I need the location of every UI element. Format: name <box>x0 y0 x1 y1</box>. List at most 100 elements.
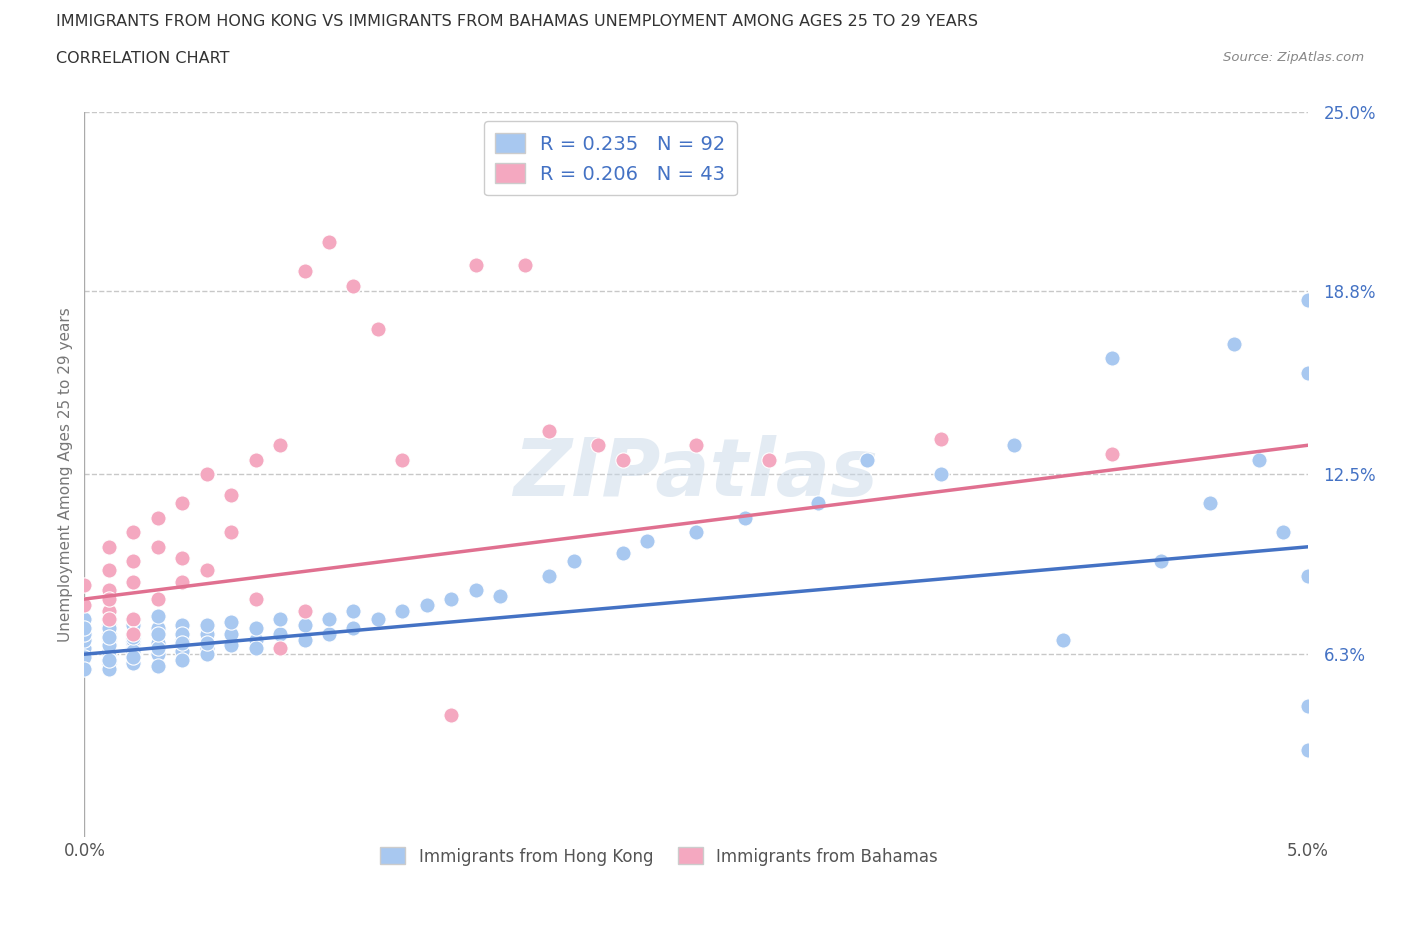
Point <box>73 650 96 665</box>
Point <box>342 278 364 293</box>
Point <box>172 644 194 658</box>
Point <box>122 635 145 650</box>
Point <box>122 612 145 627</box>
Point <box>219 638 242 653</box>
Point <box>219 627 242 642</box>
Point <box>122 650 145 665</box>
Point <box>195 641 218 656</box>
Point <box>195 618 218 632</box>
Point <box>245 452 267 467</box>
Point <box>122 630 145 644</box>
Point <box>464 583 486 598</box>
Point <box>146 609 169 624</box>
Point <box>97 612 120 627</box>
Point <box>146 641 169 656</box>
Point <box>73 612 96 627</box>
Point <box>1296 742 1319 757</box>
Point <box>73 578 96 592</box>
Point <box>97 583 120 598</box>
Point <box>146 511 169 525</box>
Point <box>538 423 561 438</box>
Point <box>269 627 291 642</box>
Point <box>219 525 242 539</box>
Point <box>1198 496 1220 511</box>
Point <box>245 591 267 606</box>
Point <box>122 574 145 589</box>
Point <box>636 534 658 549</box>
Point <box>219 487 242 502</box>
Point <box>391 452 413 467</box>
Point <box>195 467 218 482</box>
Text: Source: ZipAtlas.com: Source: ZipAtlas.com <box>1223 51 1364 64</box>
Point <box>612 545 634 560</box>
Point <box>97 644 120 658</box>
Point <box>440 591 463 606</box>
Point <box>122 632 145 647</box>
Point <box>342 620 364 635</box>
Point <box>294 264 316 279</box>
Point <box>195 563 218 578</box>
Point <box>97 620 120 635</box>
Point <box>489 589 512 604</box>
Point <box>219 615 242 630</box>
Point <box>172 627 194 642</box>
Point <box>122 612 145 627</box>
Point <box>1101 351 1123 365</box>
Point <box>97 646 120 661</box>
Point <box>97 604 120 618</box>
Point <box>122 627 145 642</box>
Point <box>586 438 609 453</box>
Point <box>97 661 120 676</box>
Point <box>734 511 756 525</box>
Text: IMMIGRANTS FROM HONG KONG VS IMMIGRANTS FROM BAHAMAS UNEMPLOYMENT AMONG AGES 25 : IMMIGRANTS FROM HONG KONG VS IMMIGRANTS … <box>56 14 979 29</box>
Point <box>97 591 120 606</box>
Point <box>122 627 145 642</box>
Point <box>464 258 486 272</box>
Point <box>73 632 96 647</box>
Point <box>97 632 120 647</box>
Point <box>146 635 169 650</box>
Point <box>172 635 194 650</box>
Point <box>122 646 145 661</box>
Point <box>269 641 291 656</box>
Point <box>538 568 561 583</box>
Point <box>122 644 145 658</box>
Point <box>73 597 96 612</box>
Point <box>929 432 952 447</box>
Point <box>146 539 169 554</box>
Point <box>1296 293 1319 308</box>
Point <box>1296 365 1319 380</box>
Point <box>318 234 340 249</box>
Point <box>73 646 96 661</box>
Point <box>929 467 952 482</box>
Point <box>1223 337 1246 352</box>
Point <box>294 604 316 618</box>
Point <box>97 635 120 650</box>
Point <box>245 641 267 656</box>
Point <box>172 496 194 511</box>
Point <box>294 618 316 632</box>
Point <box>195 635 218 650</box>
Point <box>1296 568 1319 583</box>
Point <box>367 322 389 337</box>
Point <box>856 452 879 467</box>
Point <box>97 653 120 668</box>
Point <box>146 646 169 661</box>
Point <box>1002 438 1025 453</box>
Point <box>1272 525 1295 539</box>
Point <box>1101 446 1123 461</box>
Point <box>1052 632 1074 647</box>
Text: ZIPatlas: ZIPatlas <box>513 435 879 513</box>
Point <box>73 627 96 642</box>
Point <box>97 563 120 578</box>
Point <box>122 656 145 671</box>
Point <box>122 618 145 632</box>
Point <box>1296 699 1319 714</box>
Point <box>97 612 120 627</box>
Point <box>367 612 389 627</box>
Point <box>513 258 536 272</box>
Point <box>269 612 291 627</box>
Point <box>172 653 194 668</box>
Point <box>1150 554 1173 569</box>
Point <box>195 646 218 661</box>
